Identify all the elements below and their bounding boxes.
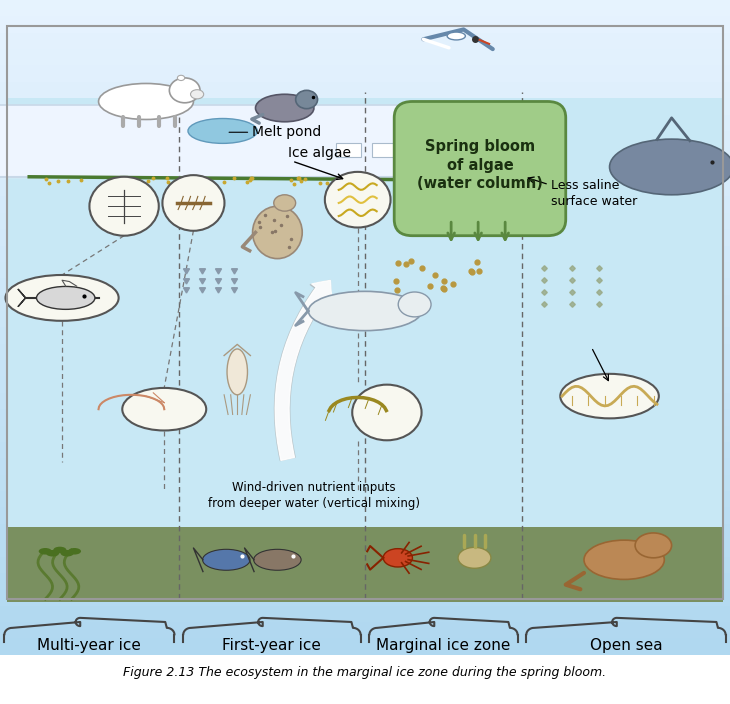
Bar <box>0 196 730 213</box>
Ellipse shape <box>90 177 159 236</box>
Bar <box>0 605 730 622</box>
Bar <box>0 131 730 147</box>
Ellipse shape <box>227 349 247 395</box>
Bar <box>0 213 730 229</box>
Ellipse shape <box>191 89 204 99</box>
FancyBboxPatch shape <box>394 101 566 236</box>
Bar <box>0 230 730 246</box>
Ellipse shape <box>36 287 95 309</box>
Bar <box>7 26 723 599</box>
Ellipse shape <box>203 549 250 570</box>
Bar <box>0 540 730 556</box>
Bar <box>0 16 730 32</box>
Ellipse shape <box>584 540 664 579</box>
Text: Spring bloom
of algae
(water column): Spring bloom of algae (water column) <box>417 139 543 191</box>
Bar <box>7 98 723 603</box>
Ellipse shape <box>163 175 225 231</box>
Ellipse shape <box>177 75 185 80</box>
Bar <box>0 163 730 180</box>
Bar <box>460 143 485 157</box>
Text: Wind-driven nutrient inputs
from deeper water (vertical mixing): Wind-driven nutrient inputs from deeper … <box>208 482 420 510</box>
Bar <box>0 508 730 524</box>
Bar <box>0 491 730 508</box>
Bar <box>0 0 730 16</box>
Ellipse shape <box>46 550 59 556</box>
Ellipse shape <box>561 374 658 418</box>
Ellipse shape <box>122 388 206 430</box>
Ellipse shape <box>68 548 81 555</box>
Bar <box>0 115 730 131</box>
Text: Less saline
surface water: Less saline surface water <box>551 179 637 208</box>
Bar <box>0 98 730 115</box>
Ellipse shape <box>296 90 318 108</box>
Bar <box>0 311 730 327</box>
Bar <box>0 573 730 589</box>
Text: Open sea: Open sea <box>590 639 662 653</box>
Bar <box>336 143 361 157</box>
Bar <box>0 377 730 393</box>
Bar <box>0 278 730 294</box>
Text: Multi-year ice: Multi-year ice <box>37 639 142 653</box>
Ellipse shape <box>635 533 672 558</box>
Text: Figure 2.13 The ecosystem in the marginal ice zone during the spring bloom.: Figure 2.13 The ecosystem in the margina… <box>123 667 607 679</box>
Ellipse shape <box>447 32 466 40</box>
Bar <box>0 393 730 409</box>
Bar <box>409 143 434 157</box>
Bar <box>0 32 730 49</box>
Bar <box>0 474 730 491</box>
Bar <box>0 262 730 278</box>
Ellipse shape <box>169 78 200 103</box>
Text: First-year ice: First-year ice <box>223 639 321 653</box>
Bar <box>0 49 730 65</box>
Bar <box>0 458 730 474</box>
Ellipse shape <box>255 94 314 122</box>
Bar <box>372 143 398 157</box>
Ellipse shape <box>399 292 431 317</box>
FancyArrowPatch shape <box>275 280 332 460</box>
Bar <box>0 360 730 377</box>
Bar <box>0 524 730 540</box>
Bar <box>0 409 730 425</box>
Bar <box>0 147 730 163</box>
Ellipse shape <box>61 550 74 556</box>
Bar <box>0 442 730 458</box>
Ellipse shape <box>253 206 302 258</box>
Bar <box>0 180 730 196</box>
Ellipse shape <box>610 139 730 195</box>
Bar <box>0 344 730 360</box>
Ellipse shape <box>458 547 491 568</box>
Bar <box>438 143 464 157</box>
Ellipse shape <box>188 118 257 144</box>
Bar <box>0 294 730 311</box>
Polygon shape <box>0 105 474 177</box>
Ellipse shape <box>325 172 391 227</box>
Bar <box>0 622 730 639</box>
Ellipse shape <box>99 84 193 120</box>
Bar <box>0 246 730 262</box>
Ellipse shape <box>39 548 52 555</box>
Ellipse shape <box>254 549 301 570</box>
FancyArrowPatch shape <box>274 280 331 460</box>
Text: Ice algae: Ice algae <box>288 146 351 161</box>
Bar <box>0 82 730 98</box>
Bar <box>0 65 730 82</box>
Ellipse shape <box>274 195 296 211</box>
Bar <box>0 639 730 655</box>
Text: Marginal ice zone: Marginal ice zone <box>376 639 511 653</box>
Bar <box>7 527 723 603</box>
Text: Melt pond: Melt pond <box>252 125 321 139</box>
Bar <box>0 327 730 344</box>
Ellipse shape <box>53 547 66 553</box>
Bar <box>0 556 730 573</box>
Bar <box>0 589 730 605</box>
Ellipse shape <box>383 548 412 567</box>
Ellipse shape <box>352 384 422 440</box>
Ellipse shape <box>6 275 118 321</box>
Bar <box>0 425 730 442</box>
Ellipse shape <box>309 291 422 331</box>
